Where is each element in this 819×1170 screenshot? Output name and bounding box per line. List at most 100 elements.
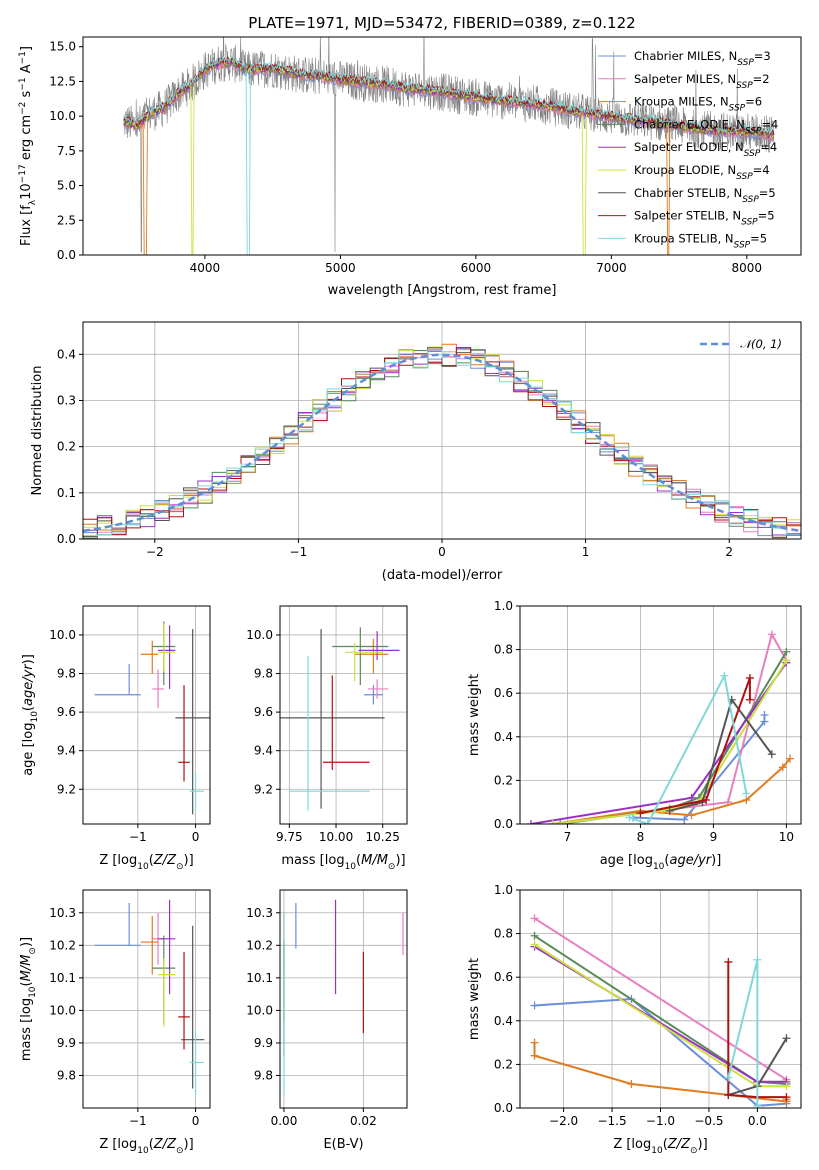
y-tick-label: 10.1 bbox=[246, 971, 273, 985]
mass-weight-series bbox=[552, 757, 791, 824]
data-point-marker bbox=[782, 1034, 791, 1043]
residual-histogram bbox=[83, 347, 801, 536]
chart-massweight-vs-Z: −2.0 −1.5 −1.0 −0.5 0.0 0.0 0.2 0.4 0.6 0.8 1.0 Z [… bbox=[467, 883, 802, 1156]
y-tick-label: 9.6 bbox=[57, 705, 76, 719]
legend-label: Salpeter STELIB, NSSP=5 bbox=[634, 209, 775, 228]
error-bar-point bbox=[280, 629, 385, 809]
y-tick-label: 0.4 bbox=[494, 1014, 513, 1028]
plot-area bbox=[280, 627, 400, 811]
x-tick-label: −1 bbox=[290, 545, 308, 559]
data-point-marker bbox=[530, 931, 539, 940]
error-bar-point bbox=[358, 631, 400, 661]
y-tick-label: 0.1 bbox=[57, 486, 76, 500]
x-tick-label: 0 bbox=[192, 1114, 200, 1128]
data-point-marker bbox=[724, 957, 733, 966]
y-tick-label: 1.0 bbox=[494, 883, 513, 897]
error-bar-point bbox=[322, 675, 370, 770]
data-point-marker bbox=[530, 914, 539, 923]
axes-frame bbox=[279, 605, 408, 825]
x-tick-label: 8000 bbox=[732, 261, 763, 275]
y-axis-label: Flux [fλ10−17 erg cm−2 s−1 A−1] bbox=[18, 46, 38, 246]
y-tick-label: 0.6 bbox=[494, 686, 513, 700]
data-point-marker bbox=[742, 789, 751, 798]
data-point-marker bbox=[767, 750, 776, 759]
x-tick-label: −1.5 bbox=[597, 1114, 626, 1128]
y-tick-label: 0.0 bbox=[57, 532, 76, 546]
y-tick-label: 10.0 bbox=[246, 1003, 273, 1017]
error-bar-point bbox=[94, 903, 141, 946]
mass-weight-series bbox=[552, 659, 788, 824]
data-point-marker bbox=[760, 711, 769, 719]
plot-area bbox=[283, 899, 404, 1095]
data-point-marker bbox=[687, 793, 696, 802]
y-tick-label: 10.3 bbox=[246, 906, 273, 920]
error-bar-point bbox=[175, 629, 210, 815]
axes-frame bbox=[82, 605, 211, 825]
x-tick-label: 0.00 bbox=[271, 1114, 298, 1128]
legend-label: Chabrier MILES, NSSP=3 bbox=[634, 49, 771, 68]
data-point-marker bbox=[782, 656, 791, 665]
data-point-marker bbox=[687, 811, 696, 820]
grid bbox=[83, 606, 210, 824]
legend-label: Kroupa MILES, NSSP=6 bbox=[634, 95, 762, 114]
y-tick-label: 0.4 bbox=[57, 347, 76, 361]
axes-frame bbox=[519, 605, 802, 825]
x-tick-label: −1 bbox=[129, 830, 147, 844]
y-tick-label: 10.3 bbox=[49, 906, 76, 920]
error-bar-point bbox=[158, 958, 176, 1027]
observed-spectrum bbox=[123, 37, 775, 253]
plot-area bbox=[94, 621, 210, 815]
x-axis-label: age [log10(age/yr)] bbox=[600, 853, 722, 872]
error-bar-point bbox=[181, 925, 205, 1089]
y-tick-label: 9.6 bbox=[254, 705, 273, 719]
y-tick-label: 0.2 bbox=[494, 1057, 513, 1071]
y-tick-label: 9.9 bbox=[57, 1036, 76, 1050]
plot-area bbox=[530, 914, 791, 1108]
x-tick-label: 2 bbox=[725, 545, 733, 559]
error-bar-point bbox=[364, 685, 383, 705]
model-series bbox=[123, 59, 775, 255]
y-tick-label: 10.0 bbox=[246, 628, 273, 642]
x-tick-label: −0.5 bbox=[694, 1114, 723, 1128]
y-tick-label: 9.8 bbox=[254, 1068, 273, 1082]
data-point-marker bbox=[556, 820, 565, 824]
x-tick-label: 0 bbox=[192, 830, 200, 844]
mass-weight-series bbox=[534, 997, 787, 1107]
legend-label: Kroupa ELODIE, NSSP=4 bbox=[634, 163, 770, 182]
chart-title: PLATE=1971, MJD=53472, FIBERID=0389, z=0… bbox=[248, 14, 635, 32]
axes-frame bbox=[519, 889, 802, 1109]
data-point-marker bbox=[530, 1051, 539, 1060]
data-point-marker bbox=[680, 815, 689, 824]
x-tick-label: 8 bbox=[637, 830, 645, 844]
error-bar-point bbox=[332, 627, 389, 686]
error-bar-point bbox=[189, 771, 205, 811]
chart-massweight-vs-age: 7 8 9 10 0.0 0.2 0.4 0.6 0.8 1.0 age [log10(age/yr… bbox=[467, 599, 802, 872]
axes-frame bbox=[279, 889, 408, 1109]
legend-label: 𝒩(0, 1) bbox=[740, 337, 782, 351]
normal-reference-curve bbox=[83, 353, 801, 533]
x-tick-label: 9.75 bbox=[276, 830, 303, 844]
y-tick-label: 9.2 bbox=[57, 782, 76, 796]
y-tick-label: 2.5 bbox=[57, 213, 76, 227]
legend-label: Chabrier ELODIE, NSSP=4 bbox=[634, 117, 778, 136]
x-tick-label: −2.0 bbox=[549, 1114, 578, 1128]
x-tick-label: 9 bbox=[710, 830, 718, 844]
error-bar-point bbox=[140, 916, 159, 975]
mass-weight-series bbox=[669, 697, 773, 812]
legend-label: Salpeter ELODIE, NSSP=4 bbox=[634, 140, 777, 159]
error-bar-point bbox=[289, 656, 370, 811]
data-point-marker bbox=[530, 940, 539, 949]
y-tick-label: 5.0 bbox=[57, 179, 76, 193]
data-point-marker bbox=[530, 1001, 539, 1010]
y-axis-label-group: mass weight bbox=[467, 958, 482, 1040]
data-point-marker bbox=[778, 763, 787, 772]
x-tick-label: 10.00 bbox=[319, 830, 353, 844]
x-tick-label: 10.25 bbox=[366, 830, 400, 844]
y-tick-label: 10.0 bbox=[49, 1003, 76, 1017]
y-tick-label: 0.8 bbox=[494, 927, 513, 941]
y-tick-label: 10.0 bbox=[49, 628, 76, 642]
y-tick-label: 10.2 bbox=[49, 938, 76, 952]
x-tick-label: 7 bbox=[564, 830, 572, 844]
x-axis-label: wavelength [Angstrom, rest frame] bbox=[328, 283, 557, 298]
